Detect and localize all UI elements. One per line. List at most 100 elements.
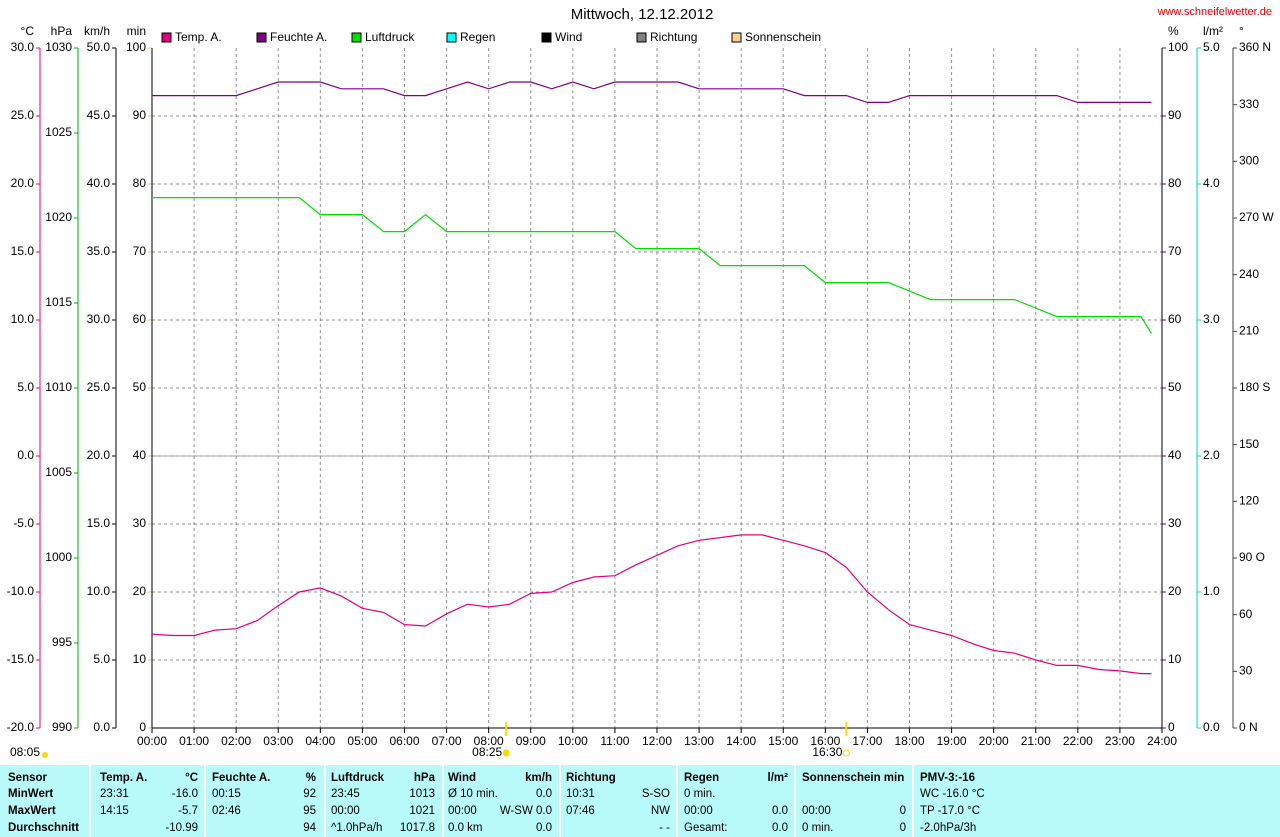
y-tick-label: 60 (133, 312, 147, 326)
y-tick-label: 10.0 (11, 312, 35, 326)
legend-swatch (351, 32, 362, 43)
y-tick-label: 180 S (1239, 380, 1270, 394)
y-tick-label: 240 (1239, 267, 1259, 281)
y-tick-label: 90 (1168, 108, 1182, 122)
table-cell: Richtung (566, 772, 616, 784)
y-tick-label: 360 N (1239, 40, 1271, 54)
table-cell: 00:15 (212, 788, 241, 800)
x-tick-label: 10:00 (558, 734, 588, 748)
legend-label: Feuchte A. (270, 30, 327, 44)
x-tick-label: 05:00 (347, 734, 377, 748)
y-tick-label: 100 (126, 40, 146, 54)
sun-icon (842, 749, 850, 757)
series-line (151, 534, 1152, 675)
table-cell: Durchschnitt (8, 822, 79, 834)
axis-unit: °C (21, 24, 35, 38)
table-cell: 00:00 (802, 805, 831, 817)
y-tick-label: -20.0 (7, 720, 35, 734)
table-cell: Temp. A. (100, 772, 147, 784)
legend-label: Temp. A. (175, 30, 222, 44)
y-tick-label: 25.0 (87, 380, 111, 394)
daylength: 08:05 (10, 745, 40, 759)
y-tick-label: 10 (1168, 652, 1182, 666)
table-cell: 00:00 (448, 805, 477, 817)
y-tick-label: 40 (1168, 448, 1182, 462)
sun-icon (502, 749, 510, 757)
legend-swatch (256, 32, 267, 43)
table-cell: Regen (684, 772, 719, 784)
table-cell: 0.0 (772, 822, 788, 834)
table-cell: -2.0hPa/3h (920, 822, 976, 834)
y-tick-label: 0 (139, 720, 146, 734)
axis-unit: km/h (84, 24, 110, 38)
x-tick-label: 01:00 (179, 734, 209, 748)
y-tick-label: 150 (1239, 437, 1259, 451)
x-tick-label: 18:00 (894, 734, 924, 748)
y-tick-label: 10 (133, 652, 147, 666)
y-tick-label: -10.0 (7, 584, 35, 598)
y-tick-label: 30 (1239, 664, 1253, 678)
y-tick-label: 3.0 (1203, 312, 1220, 326)
y-tick-label: 45.0 (87, 108, 111, 122)
y-tick-label: 330 (1239, 97, 1259, 111)
x-tick-label: 02:00 (221, 734, 251, 748)
table-cell: 95 (303, 805, 316, 817)
x-tick-label: 07:00 (432, 734, 462, 748)
y-tick-label: 60 (1168, 312, 1182, 326)
y-tick-label: 70 (1168, 244, 1182, 258)
table-cell: 23:31 (100, 788, 129, 800)
y-tick-label: 1000 (45, 550, 72, 564)
table-cell: 1017.8 (400, 822, 435, 834)
legend-label: Sonnenschein (745, 30, 821, 44)
y-tick-label: 15.0 (11, 244, 35, 258)
table-cell: Gesamt: (684, 822, 727, 834)
y-tick-label: 50 (1168, 380, 1182, 394)
x-tick-label: 23:00 (1105, 734, 1135, 748)
table-cell: 0.0 km (448, 822, 483, 834)
table-cell: 0 min. (802, 822, 833, 834)
source: www.schneifelwetter.de (1157, 6, 1272, 18)
table-cell: S-SO (642, 788, 670, 800)
y-tick-label: 70 (133, 244, 147, 258)
x-tick-label: 20:00 (979, 734, 1009, 748)
y-tick-label: 80 (133, 176, 147, 190)
y-tick-label: 0.0 (93, 720, 110, 734)
y-tick-label: 20.0 (87, 448, 111, 462)
table-cell: l/m² (768, 772, 789, 784)
y-tick-label: 210 (1239, 324, 1259, 338)
y-tick-label: 0.0 (17, 448, 34, 462)
table-cell: WC -16.0 °C (920, 788, 985, 800)
table-cell: Feuchte A. (212, 772, 270, 784)
y-tick-label: 1.0 (1203, 584, 1220, 598)
legend-swatch (636, 32, 647, 43)
y-tick-label: 2.0 (1203, 448, 1220, 462)
y-tick-label: 25.0 (11, 108, 35, 122)
y-tick-label: 1010 (45, 380, 72, 394)
y-tick-label: 100 (1168, 40, 1188, 54)
table-cell: 0 (900, 822, 906, 834)
y-tick-label: 1020 (45, 210, 72, 224)
table-cell: MinWert (8, 788, 53, 800)
x-tick-label: 06:00 (389, 734, 419, 748)
x-tick-label: 00:00 (137, 734, 167, 748)
table-cell: Wind (448, 772, 476, 784)
table-cell: Sensor (8, 772, 48, 784)
table-cell: 07:46 (566, 805, 595, 817)
axis-unit: ° (1239, 24, 1244, 38)
y-tick-label: 995 (52, 635, 72, 649)
x-tick-label: 24:00 (1147, 734, 1177, 748)
y-tick-label: 50.0 (87, 40, 111, 54)
y-tick-label: 30.0 (87, 312, 111, 326)
y-tick-label: 5.0 (93, 652, 110, 666)
legend-label: Regen (460, 30, 495, 44)
y-tick-label: 270 W (1239, 210, 1274, 224)
y-tick-label: 1015 (45, 295, 72, 309)
y-tick-label: 10.0 (87, 584, 111, 598)
y-tick-label: 80 (1168, 176, 1182, 190)
y-tick-label: 20 (1168, 584, 1182, 598)
y-tick-label: 4.0 (1203, 176, 1220, 190)
x-tick-label: 08:00 (474, 734, 504, 748)
table-cell: 0 (900, 805, 906, 817)
table-cell: -10.99 (165, 822, 198, 834)
